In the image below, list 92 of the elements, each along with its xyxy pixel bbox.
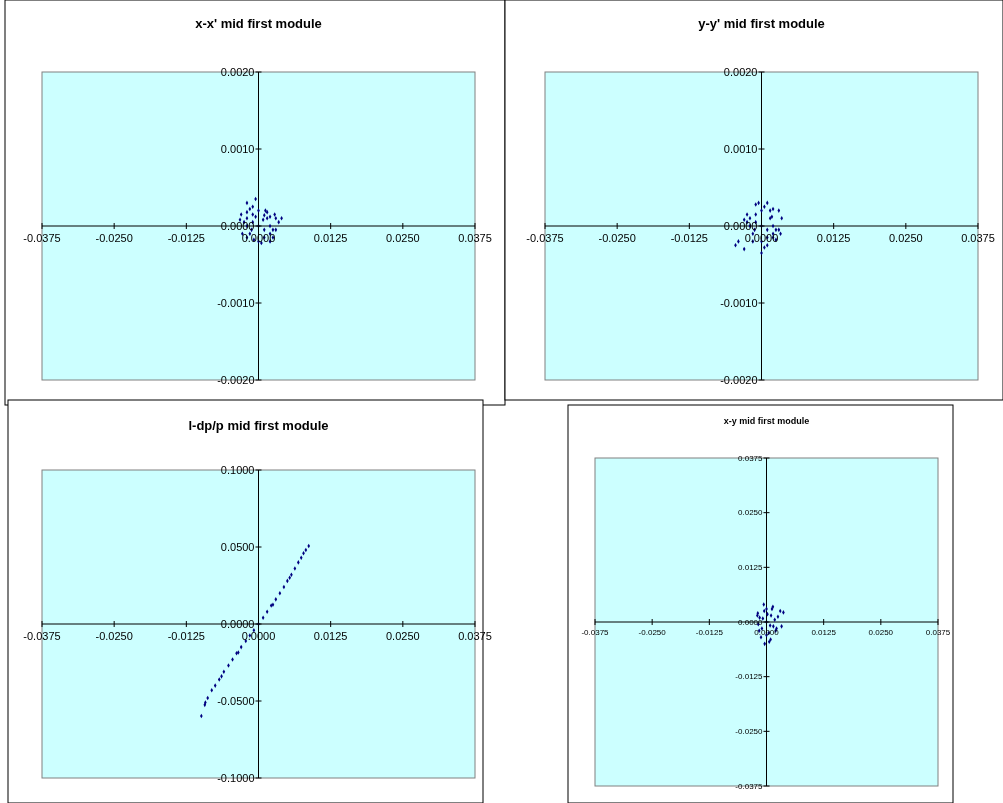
point [297, 560, 300, 565]
point [245, 216, 249, 221]
point [217, 677, 221, 682]
y-tick-label: 0.1000 [220, 463, 255, 476]
y-tick-label: -0.0250 [735, 727, 764, 737]
x-tick-label: 0.0125 [816, 232, 851, 244]
x-tick-label: 0.0250 [868, 628, 894, 637]
point [220, 674, 223, 679]
y-tick-label: -0.0375 [735, 781, 764, 791]
point [765, 200, 769, 206]
chart-title: l-dp/p mid first module [188, 418, 329, 433]
point [210, 687, 214, 693]
point [768, 623, 772, 628]
point [779, 231, 782, 236]
y-tick-label: -0.0500 [217, 694, 255, 707]
x-tick-label: -0.0250 [95, 630, 133, 642]
point [745, 212, 749, 217]
x-tick-label: -0.0250 [598, 232, 636, 244]
point [257, 208, 260, 213]
point [765, 227, 769, 233]
point [239, 212, 243, 217]
chart-title: x-x' mid first module [195, 16, 322, 31]
point [231, 657, 234, 662]
x-tick-label: -0.0250 [95, 232, 133, 244]
point [262, 227, 266, 233]
point [262, 212, 266, 218]
x-tick-label: 0.0125 [313, 232, 348, 244]
y-tick-label: -0.0010 [720, 296, 758, 309]
y-tick-label: 0.0020 [220, 65, 255, 78]
x-tick-label: -0.0125 [695, 628, 724, 637]
x-tick-label: 0.0375 [458, 630, 492, 642]
point [273, 212, 276, 217]
point [776, 614, 780, 620]
point [299, 555, 303, 561]
x-tick-label: 0.0125 [313, 630, 348, 642]
x-tick-label: 0.0375 [961, 232, 995, 244]
point [760, 208, 763, 213]
y-tick-label: 0.0000 [723, 219, 758, 232]
x-tick-label: -0.0125 [167, 630, 205, 642]
point [769, 613, 773, 618]
point [742, 246, 746, 252]
point [782, 610, 785, 615]
x-tick-label: 0.0250 [386, 232, 420, 244]
x-tick-label: -0.0125 [670, 232, 708, 244]
point [277, 219, 281, 225]
x-tick-label: 0.0250 [889, 232, 923, 244]
y-tick-label: -0.1000 [217, 771, 255, 784]
point [763, 245, 766, 250]
x-tick-label: -0.0375 [526, 232, 564, 244]
x-tick-label: 0.0375 [458, 232, 492, 244]
point [293, 566, 297, 571]
point [307, 543, 311, 549]
x-tick-label: -0.0375 [23, 630, 61, 642]
x-tick-label: -0.0375 [581, 628, 610, 637]
y-tick-label: 0.0010 [723, 142, 758, 155]
point [251, 204, 255, 210]
y-tick-label: 0.0500 [220, 540, 255, 553]
point [227, 663, 230, 668]
x-tick-label: 0.0250 [386, 630, 420, 642]
y-tick-label: 0.0010 [220, 142, 255, 155]
chart-title: y-y' mid first module [698, 16, 825, 31]
x-tick-label: -0.0125 [167, 232, 205, 244]
point [304, 547, 308, 553]
point [773, 617, 777, 623]
point [239, 644, 243, 650]
point [282, 584, 286, 590]
y-tick-label: -0.0010 [217, 296, 255, 309]
y-tick-label: -0.0125 [735, 672, 764, 682]
point [290, 572, 293, 577]
y-tick-label: 0.0375 [738, 453, 764, 463]
x-tick-label: -0.0250 [638, 628, 667, 637]
y-tick-label: 0.0125 [738, 563, 764, 573]
y-tick-label: 0.0250 [738, 508, 764, 518]
x-tick-label: 0.0125 [811, 628, 837, 637]
y-tick-label: 0.0000 [220, 219, 255, 232]
x-tick-label: -0.0375 [23, 232, 61, 244]
point [737, 239, 740, 244]
point [780, 624, 783, 629]
point [762, 608, 766, 614]
x-tick-label: 0.0375 [925, 628, 951, 637]
point [780, 216, 784, 221]
point [761, 616, 765, 621]
y-tick-label: -0.0020 [720, 373, 758, 386]
point [772, 624, 775, 629]
point [206, 695, 210, 701]
point [778, 608, 782, 614]
point [748, 216, 752, 221]
point [280, 216, 283, 221]
chart-title: x-y mid first module [723, 416, 810, 426]
y-tick-label: 0.0000 [738, 617, 764, 627]
y-tick-label: -0.0020 [217, 373, 255, 386]
y-tick-label: 0.0020 [723, 65, 758, 78]
